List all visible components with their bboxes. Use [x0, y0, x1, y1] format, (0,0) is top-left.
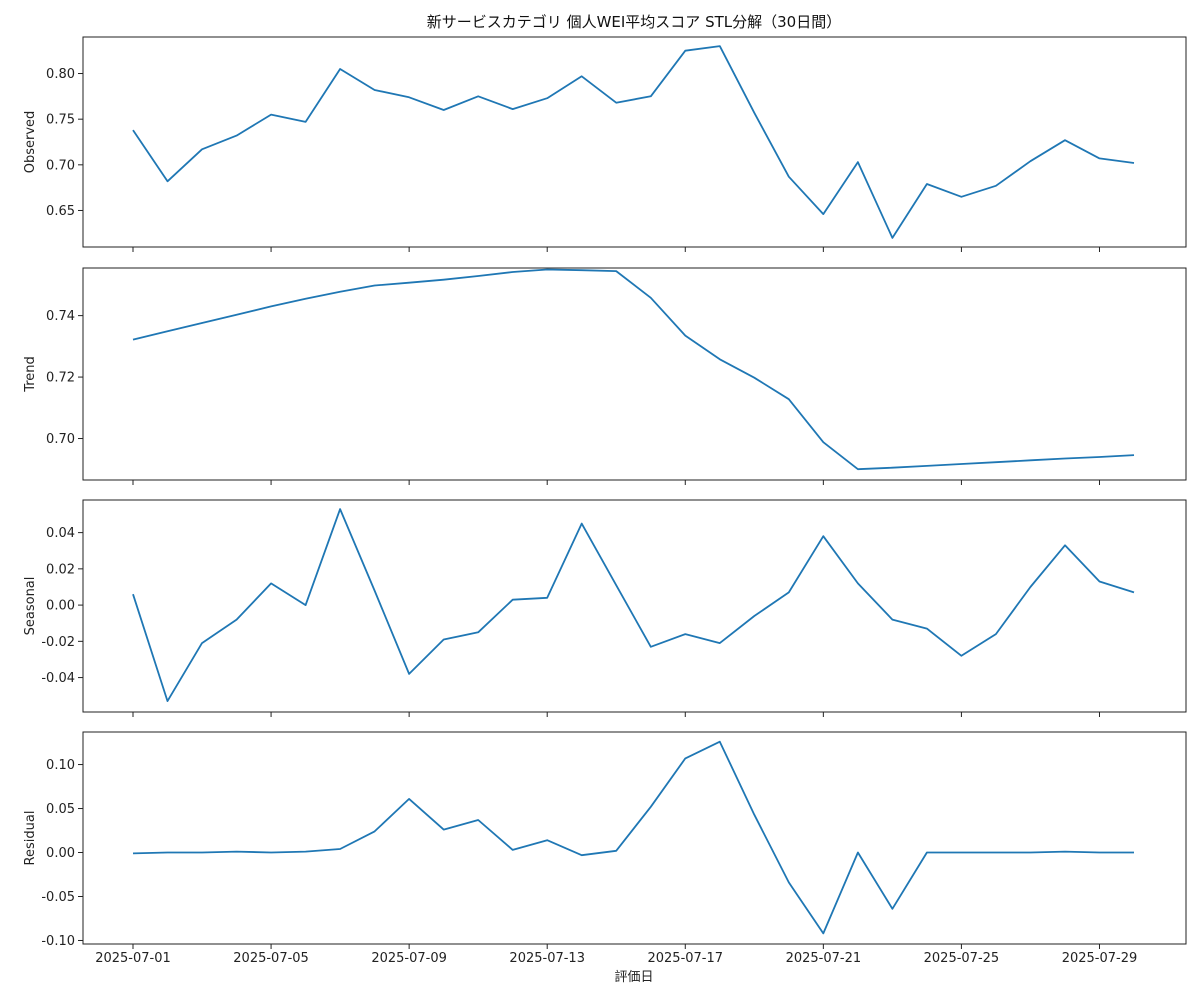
- y-tick-label: 0.00: [46, 599, 75, 614]
- y-axis-label-residual: Residual: [23, 811, 38, 866]
- y-tick-label: -0.05: [41, 890, 75, 905]
- y-tick-label: -0.02: [41, 635, 75, 650]
- x-tick-label: 2025-07-13: [509, 951, 585, 966]
- y-tick-label: 0.70: [46, 158, 75, 173]
- chart-title: 新サービスカテゴリ 個人WEI平均スコア STL分解（30日間）: [427, 13, 841, 31]
- y-tick-label: 0.65: [46, 204, 75, 219]
- panel-frame: [82, 731, 1187, 945]
- y-tick-label: 0.74: [46, 309, 75, 324]
- panel-observed: 0.65 0.70 0.75 0.80 Observed: [23, 36, 1187, 252]
- x-tick-label: 2025-07-17: [647, 951, 723, 966]
- y-tick-label: -0.04: [41, 671, 75, 686]
- series-line-trend: [132, 268, 1135, 471]
- x-tick-label: 2025-07-21: [786, 951, 862, 966]
- y-tick-label: 0.70: [46, 432, 75, 447]
- y-tick-label: 0.02: [46, 562, 75, 577]
- y-tick-label: 0.04: [46, 526, 75, 541]
- series-line-residual: [132, 740, 1134, 935]
- panel-seasonal: -0.04 -0.02 0.00 0.02 0.04 Seasonal: [23, 499, 1187, 717]
- y-axis-label-seasonal: Seasonal: [23, 577, 38, 636]
- y-tick-label: 0.75: [46, 113, 75, 128]
- y-tick-label: 0.80: [46, 67, 75, 82]
- y-tick-label: 0.72: [46, 371, 75, 386]
- panel-frame: [82, 499, 1187, 713]
- x-axis-label: 評価日: [614, 970, 653, 985]
- panel-residual: -0.10 -0.05 0.00 0.05 0.10 Residual: [23, 731, 1187, 949]
- x-tick-label: 2025-07-09: [371, 951, 447, 966]
- series-line-observed: [132, 45, 1135, 239]
- panel-trend: 0.70 0.72 0.74 Trend: [23, 267, 1187, 485]
- y-tick-label: 0.10: [46, 758, 75, 773]
- x-tick-label: 2025-07-05: [233, 951, 309, 966]
- x-axis: 2025-07-01 2025-07-05 2025-07-09 2025-07-13…: [95, 951, 1137, 966]
- x-tick-label: 2025-07-29: [1062, 951, 1138, 966]
- x-tick-label: 2025-07-01: [95, 951, 171, 966]
- y-axis-label-trend: Trend: [23, 356, 38, 393]
- panels-group: 0.65 0.70 0.75 0.80 Observed 0.70 0.72 0.74 Tren…: [23, 36, 1187, 949]
- panel-frame: [82, 36, 1187, 248]
- y-tick-label: 0.05: [46, 802, 75, 817]
- x-tick-label: 2025-07-25: [924, 951, 1000, 966]
- y-tick-label: 0.00: [46, 846, 75, 861]
- panel-frame: [82, 267, 1187, 481]
- series-line-seasonal: [132, 508, 1135, 702]
- y-tick-label: -0.10: [41, 934, 75, 949]
- y-axis-label-observed: Observed: [23, 111, 38, 174]
